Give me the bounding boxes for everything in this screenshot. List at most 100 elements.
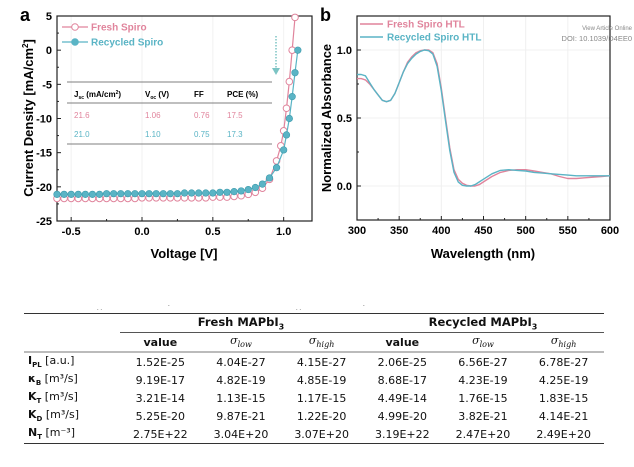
- truncated-caption-remnant: . . ´ . . ´: [97, 306, 365, 312]
- table-cell: 4.99E-20: [377, 409, 427, 423]
- table-cell: 4.25E-19: [538, 373, 589, 387]
- data-point: [223, 188, 231, 196]
- table-cell: 1.17E-15: [296, 391, 347, 405]
- data-point: [166, 190, 174, 198]
- data-point: [102, 190, 111, 198]
- inset-cell: 0.76: [194, 111, 210, 120]
- y-tick-label: 0.0: [337, 181, 352, 193]
- svg-text:. .: . .: [97, 306, 102, 312]
- x-tick-label: 500: [516, 225, 534, 237]
- x-tick-label: 400: [432, 225, 450, 237]
- table-row: KD [m³/s] 5.25E-20 9.87E-21 1.22E-20 4.99E-2…: [24, 407, 604, 425]
- legend-marker: [71, 38, 79, 46]
- data-point: [95, 190, 104, 198]
- data-point: [117, 190, 125, 198]
- y-tick-label: -20: [36, 182, 52, 194]
- column-header: σlow: [200, 332, 282, 353]
- y-tick-label: 5: [46, 11, 52, 23]
- legend-label: Fresh Spiro: [91, 23, 147, 34]
- data-point: [60, 190, 68, 198]
- data-point: [152, 190, 160, 198]
- table-row: NT [m⁻³] 2.75E+22 3.04E+20 3.07E+20 3.19E+22…: [24, 425, 604, 444]
- row-label: NT [m⁻³]: [24, 425, 120, 444]
- table-cell: 1.83E-15: [538, 391, 589, 405]
- column-header: σhigh: [281, 332, 362, 353]
- table-cell: 5.25E-20: [135, 409, 186, 423]
- data-point: [288, 93, 296, 101]
- data-point: [187, 189, 196, 197]
- data-point: [138, 190, 146, 198]
- x-axis-title-b: Wavelength (nm): [431, 246, 535, 261]
- group-header-recycled: Recycled MAPbI3: [361, 313, 604, 333]
- data-point: [110, 190, 118, 198]
- table-cell: 2.75E+22: [120, 425, 201, 444]
- data-point: [131, 190, 139, 198]
- data-point: [74, 190, 82, 198]
- table-cell: 2.49E+20: [523, 425, 604, 444]
- inset-cell: 1.10: [145, 130, 161, 139]
- table-cell: 3.07E+20: [281, 425, 362, 444]
- absorbance-chart: b 300 350 400 450 500 550 600 1.0 0.5 0.0 Fresh S…: [320, 5, 619, 261]
- data-point: [145, 190, 153, 198]
- table-cell: 4.85E-19: [296, 373, 347, 387]
- data-point: [285, 77, 294, 86]
- table-cell: 3.04E+20: [200, 425, 282, 444]
- row-label: IPL [a.u.]: [28, 354, 75, 370]
- data-point: [195, 189, 203, 197]
- x-tick-label: 0.0: [134, 226, 149, 238]
- y-tick-label: -5: [42, 79, 52, 91]
- inset-header-ff: FF: [194, 90, 204, 99]
- data-point: [159, 190, 167, 198]
- svg-text:´: ´: [363, 306, 365, 312]
- table-cell: 4.15E-27: [296, 355, 347, 369]
- legend-label: Recycled Spiro HTL: [387, 33, 481, 44]
- table-cell: 3.82E-21: [458, 409, 508, 423]
- data-point: [230, 188, 238, 196]
- table-cell: 4.14E-21: [538, 409, 589, 423]
- table-cell: 4.04E-27: [216, 355, 266, 369]
- y-tick-label: -25: [36, 216, 52, 228]
- x-tick-label: -0.5: [62, 226, 81, 238]
- x-tick-label: 600: [601, 225, 619, 237]
- data-point: [251, 183, 259, 192]
- table-row: IPL [a.u.] 1.52E-25 4.04E-27 4.15E-27 2.06E-…: [24, 352, 604, 371]
- data-point: [294, 46, 302, 54]
- data-point: [53, 190, 61, 198]
- data-point: [280, 146, 288, 154]
- data-point: [244, 185, 252, 194]
- group-header-fresh: Fresh MAPbI3: [120, 313, 362, 333]
- data-point: [282, 104, 291, 113]
- table-cell: 1.52E-25: [135, 355, 186, 369]
- table-cell: 4.23E-19: [458, 373, 508, 387]
- data-point: [272, 164, 281, 172]
- table-cell: 1.22E-20: [296, 409, 347, 423]
- x-tick-label: 1.0: [276, 226, 291, 238]
- inset-cell: 17.5: [227, 111, 243, 120]
- column-header: value: [120, 332, 201, 353]
- data-point: [173, 190, 182, 198]
- y-tick-label: 0: [46, 45, 52, 57]
- data-point: [291, 13, 299, 22]
- legend-marker: [71, 23, 79, 31]
- inset-header-jsc: Jsc (mA/cm2): [74, 90, 121, 101]
- data-point: [216, 188, 224, 196]
- legend-label: Fresh Spiro HTL: [387, 20, 465, 31]
- svg-text:. .: . .: [296, 306, 301, 312]
- jv-chart: a -0.5 0.0 0.5 1.0 5 0 -5 -10 -15 -20 -25 Jsc (mA/…: [20, 5, 313, 261]
- column-header: value: [361, 332, 443, 353]
- x-axis-title-a: Voltage [V]: [151, 246, 218, 261]
- table-cell: 3.19E+22: [361, 425, 443, 444]
- table-cell: 1.13E-15: [216, 391, 266, 405]
- row-label: KT [m³/s]: [28, 390, 78, 406]
- data-point: [265, 174, 274, 182]
- x-tick-label: 450: [474, 225, 492, 237]
- table-row: κB [m³/s] 9.19E-17 4.82E-19 4.85E-19 8.68E-1…: [24, 371, 604, 389]
- inset-cell: 21.6: [74, 111, 90, 120]
- data-point: [124, 190, 132, 198]
- table-cell: 9.87E-21: [216, 409, 266, 423]
- fit-parameters-table: Fresh MAPbI3 Recycled MAPbI3 value σlow σh…: [24, 313, 604, 444]
- x-tick-label: 550: [559, 225, 577, 237]
- view-article-link[interactable]: View Article Online: [582, 26, 632, 32]
- inset-cell: 1.06: [145, 111, 161, 120]
- series-line-recycled: [357, 49, 610, 187]
